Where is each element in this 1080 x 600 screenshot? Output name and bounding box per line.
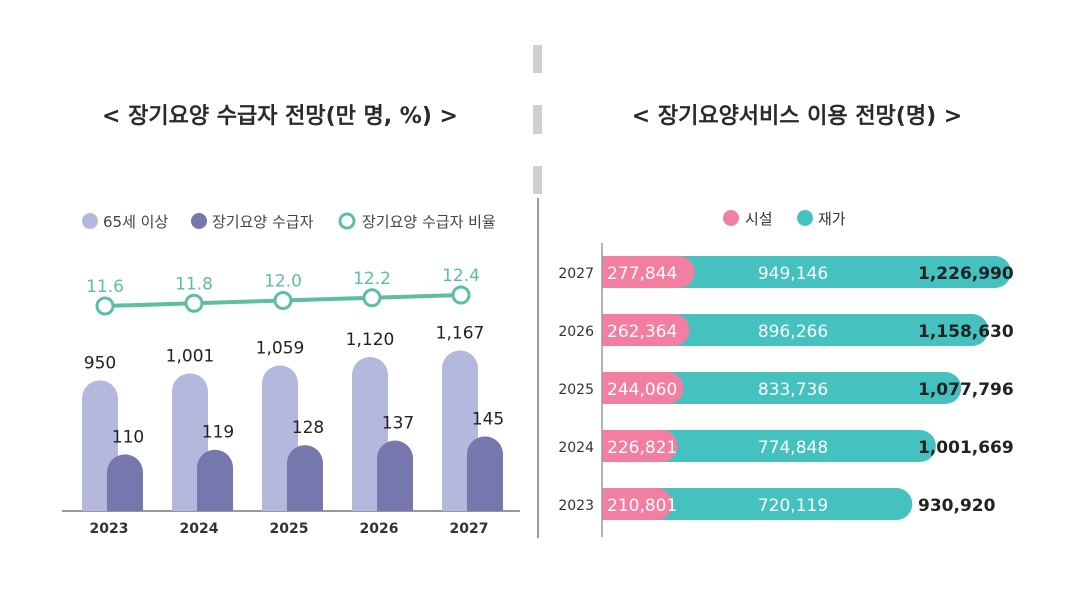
label-elderly-2025: 1,059 — [256, 338, 305, 358]
ratio-point-2026 — [362, 288, 382, 308]
bar-home-2027 — [602, 256, 1011, 288]
label-ratio-2025: 12.0 — [264, 272, 302, 292]
bar-facility-corner — [602, 314, 634, 346]
ratio-point-2024 — [184, 293, 204, 313]
legend-marker-elderly — [82, 213, 98, 229]
x-tick-2023: 2023 — [90, 521, 129, 537]
label-home-2025: 833,736 — [758, 380, 828, 400]
bar-recipients-2023 — [107, 454, 143, 511]
label-home-2026: 896,266 — [758, 322, 828, 342]
label-ratio-2026: 12.2 — [353, 269, 391, 289]
label-facility-2027: 277,844 — [607, 264, 677, 284]
right-chart-title: < 장기요양서비스 이용 전망(명) > — [631, 104, 963, 129]
bar-recipients-2024 — [197, 449, 233, 511]
label-total-2025: 1,077,796 — [918, 380, 1014, 400]
legend-marker-ratio — [338, 212, 356, 230]
bar-facility-corner — [602, 256, 634, 288]
label-recipients-2026: 137 — [382, 413, 414, 433]
legend-marker-recipients — [191, 213, 207, 229]
divider-dash — [533, 45, 542, 73]
ratio-point-2023 — [95, 296, 115, 316]
label-home-2024: 774,848 — [758, 438, 828, 458]
bar-recipients-2027 — [467, 436, 503, 511]
divider-dash — [533, 166, 542, 194]
label-home-2023: 720,119 — [758, 496, 828, 516]
label-ratio-2023: 11.6 — [86, 277, 124, 297]
ratio-point-2025 — [273, 291, 293, 310]
y-tick-2026: 2026 — [558, 324, 594, 340]
label-total-2024: 1,001,669 — [918, 438, 1014, 458]
y-tick-2024: 2024 — [558, 440, 594, 456]
x-tick-2026: 2026 — [360, 521, 399, 537]
ratio-point-2027 — [451, 285, 471, 305]
bar-facility-corner — [602, 372, 634, 404]
legend-label-recipients: 장기요양 수급자 — [212, 213, 314, 231]
label-home-2027: 949,146 — [758, 264, 828, 284]
bar-facility-corner — [602, 430, 634, 462]
label-elderly-2023: 950 — [84, 353, 116, 373]
legend-label-elderly: 65세 이상 — [103, 213, 168, 231]
label-ratio-2027: 12.4 — [442, 266, 480, 286]
left-chart-title: < 장기요양 수급자 전망(만 명, %) > — [102, 104, 458, 129]
label-elderly-2024: 1,001 — [166, 346, 215, 366]
label-ratio-2024: 11.8 — [175, 274, 213, 294]
x-tick-2027: 2027 — [450, 521, 489, 537]
bar-recipients-2025 — [287, 445, 323, 511]
legend-label-facility: 시설 — [745, 210, 773, 228]
label-facility-2026: 262,364 — [607, 322, 677, 342]
divider-dash — [533, 105, 542, 134]
label-recipients-2027: 145 — [472, 409, 504, 429]
bar-home-2023 — [602, 488, 913, 520]
y-tick-2023: 2023 — [558, 498, 594, 514]
bar-home-2026 — [602, 314, 989, 346]
x-tick-2025: 2025 — [270, 521, 309, 537]
label-recipients-2024: 119 — [202, 423, 234, 443]
legend-marker-facility — [723, 210, 739, 226]
y-tick-2025: 2025 — [558, 382, 594, 398]
label-facility-2023: 210,801 — [607, 496, 677, 516]
label-recipients-2023: 110 — [112, 427, 144, 447]
y-tick-2027: 2027 — [558, 266, 594, 282]
label-elderly-2027: 1,167 — [436, 324, 485, 344]
label-elderly-2026: 1,120 — [346, 330, 395, 350]
legend-label-home: 재가 — [818, 210, 846, 228]
legend-label-ratio: 장기요양 수급자 비율 — [362, 213, 496, 231]
label-total-2023: 930,920 — [918, 496, 996, 516]
x-tick-2024: 2024 — [180, 521, 219, 537]
bar-facility-corner — [602, 488, 634, 520]
label-facility-2025: 244,060 — [607, 380, 677, 400]
bar-home-2025 — [602, 372, 962, 404]
label-total-2026: 1,158,630 — [918, 322, 1014, 342]
bar-recipients-2026 — [377, 440, 413, 511]
bar-home-2024 — [602, 430, 936, 462]
label-total-2027: 1,226,990 — [918, 264, 1014, 284]
label-recipients-2025: 128 — [292, 418, 324, 438]
legend-marker-home — [797, 210, 813, 226]
divider-line — [537, 198, 539, 538]
label-facility-2024: 226,821 — [607, 438, 677, 458]
